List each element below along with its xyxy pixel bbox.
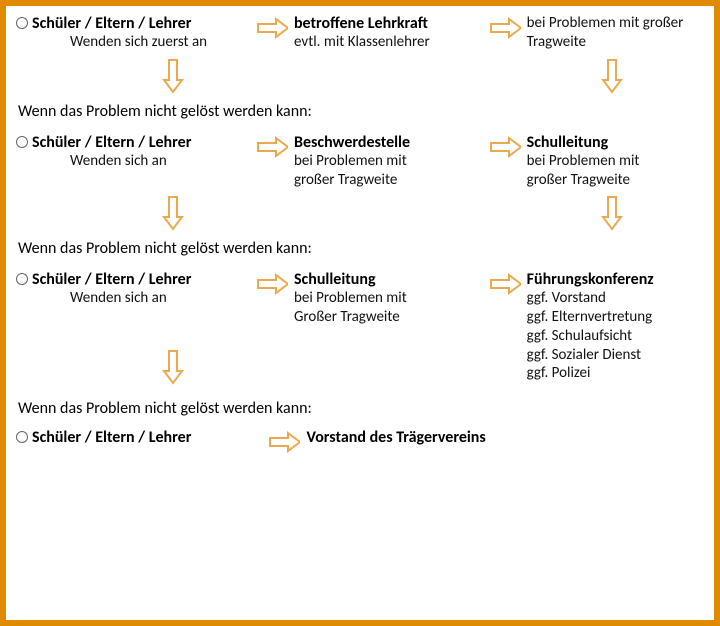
- radio-icon: [16, 136, 28, 148]
- level4-col-c: Vorstand des Trägervereins: [306, 428, 704, 447]
- l2-e-sub2: großer Tragweite: [527, 171, 704, 190]
- l3-e-l1: ggf. Vorstand: [527, 289, 704, 308]
- radio-icon: [16, 431, 28, 443]
- level-2-row: Schüler / Eltern / Lehrer Wenden sich an…: [6, 125, 714, 190]
- flowchart-frame: Schüler / Eltern / Lehrer Wenden sich zu…: [0, 0, 720, 626]
- l3-c-sub2: Großer Tragweite: [294, 308, 483, 327]
- interstitial-3: Wenn das Problem nicht gelöst werden kan…: [6, 389, 714, 422]
- arrow-right-2b: [489, 133, 521, 159]
- down-row-1: [6, 52, 714, 98]
- l3-a-title: Schüler / Eltern / Lehrer: [32, 270, 191, 289]
- arrow-right-2a: [256, 133, 288, 159]
- interstitial-1: Wenn das Problem nicht gelöst werden kan…: [6, 98, 714, 125]
- arrow-down-icon: [600, 195, 624, 231]
- l2-c-sub1: bei Problemen mit: [294, 152, 483, 171]
- l1-a-title: Schüler / Eltern / Lehrer: [32, 14, 191, 33]
- l3-c-title: Schulleitung: [294, 270, 483, 289]
- arrow-down-icon: [161, 349, 185, 385]
- l2-a-title: Schüler / Eltern / Lehrer: [32, 133, 191, 152]
- arrow-right-1b: [489, 14, 521, 40]
- l2-e-sub1: bei Problemen mit: [527, 152, 704, 171]
- level2-col-c: Beschwerdestelle bei Problemen mit große…: [294, 133, 483, 190]
- down-arrow-1e: [520, 58, 704, 94]
- level1-col-c: betroffene Lehrkraft evtl. mit Klassenle…: [294, 14, 483, 52]
- level-1-row: Schüler / Eltern / Lehrer Wenden sich zu…: [6, 14, 714, 52]
- l2-c-sub2: großer Tragweite: [294, 171, 483, 190]
- l3-a-sub: Wenden sich an: [16, 289, 250, 308]
- down-arrow-1a: [16, 58, 261, 94]
- arrow-right-4a: [268, 428, 300, 454]
- level1-col-e: bei Problemen mit großer Tragweite: [527, 14, 704, 52]
- level2-col-e: Schulleitung bei Problemen mit großer Tr…: [527, 133, 704, 190]
- level1-col-a: Schüler / Eltern / Lehrer Wenden sich zu…: [16, 14, 250, 52]
- arrow-right-icon: [256, 16, 288, 40]
- arrow-right-icon: [489, 16, 521, 40]
- down-arrow-2e: [520, 195, 704, 231]
- arrow-right-3a: [256, 270, 288, 296]
- l4-a-title: Schüler / Eltern / Lehrer: [32, 428, 191, 447]
- arrow-right-icon: [256, 135, 288, 159]
- level3-col-a: Schüler / Eltern / Lehrer Wenden sich an: [16, 270, 250, 308]
- arrow-down-icon: [600, 58, 624, 94]
- arrow-right-1a: [256, 14, 288, 40]
- interstitial-2: Wenn das Problem nicht gelöst werden kan…: [6, 235, 714, 262]
- l1-a-sub: Wenden sich zuerst an: [16, 33, 250, 52]
- l3-e-title: Führungskonferenz: [527, 270, 704, 289]
- l3-c-sub1: bei Problemen mit: [294, 289, 483, 308]
- radio-icon: [16, 17, 28, 29]
- arrow-down-icon: [161, 58, 185, 94]
- down-row-3: [6, 343, 714, 389]
- down-arrow-3a: [16, 349, 261, 385]
- l1-c-title: betroffene Lehrkraft: [294, 14, 483, 33]
- radio-icon: [16, 273, 28, 285]
- l3-e-l2: ggf. Elternvertretung: [527, 308, 704, 327]
- level4-col-a: Schüler / Eltern / Lehrer: [16, 428, 262, 447]
- l1-c-sub: evtl. mit Klassenlehrer: [294, 33, 483, 52]
- arrow-down-icon: [161, 195, 185, 231]
- l3-e-l3: ggf. Schulaufsicht: [527, 327, 704, 346]
- l2-e-title: Schulleitung: [527, 133, 704, 152]
- arrow-right-icon: [489, 272, 521, 296]
- level-4-row: Schüler / Eltern / Lehrer Vorstand des T…: [6, 422, 714, 454]
- arrow-right-icon: [489, 135, 521, 159]
- down-arrow-2a: [16, 195, 261, 231]
- l2-c-title: Beschwerdestelle: [294, 133, 483, 152]
- level2-col-a: Schüler / Eltern / Lehrer Wenden sich an: [16, 133, 250, 171]
- l2-a-sub: Wenden sich an: [16, 152, 250, 171]
- arrow-right-3b: [489, 270, 521, 296]
- down-row-2: [6, 189, 714, 235]
- level3-col-c: Schulleitung bei Problemen mit Großer Tr…: [294, 270, 483, 327]
- arrow-right-icon: [268, 430, 300, 454]
- l1-e-sub: bei Problemen mit großer Tragweite: [527, 14, 704, 52]
- arrow-right-icon: [256, 272, 288, 296]
- l4-c-title: Vorstand des Trägervereins: [306, 428, 704, 447]
